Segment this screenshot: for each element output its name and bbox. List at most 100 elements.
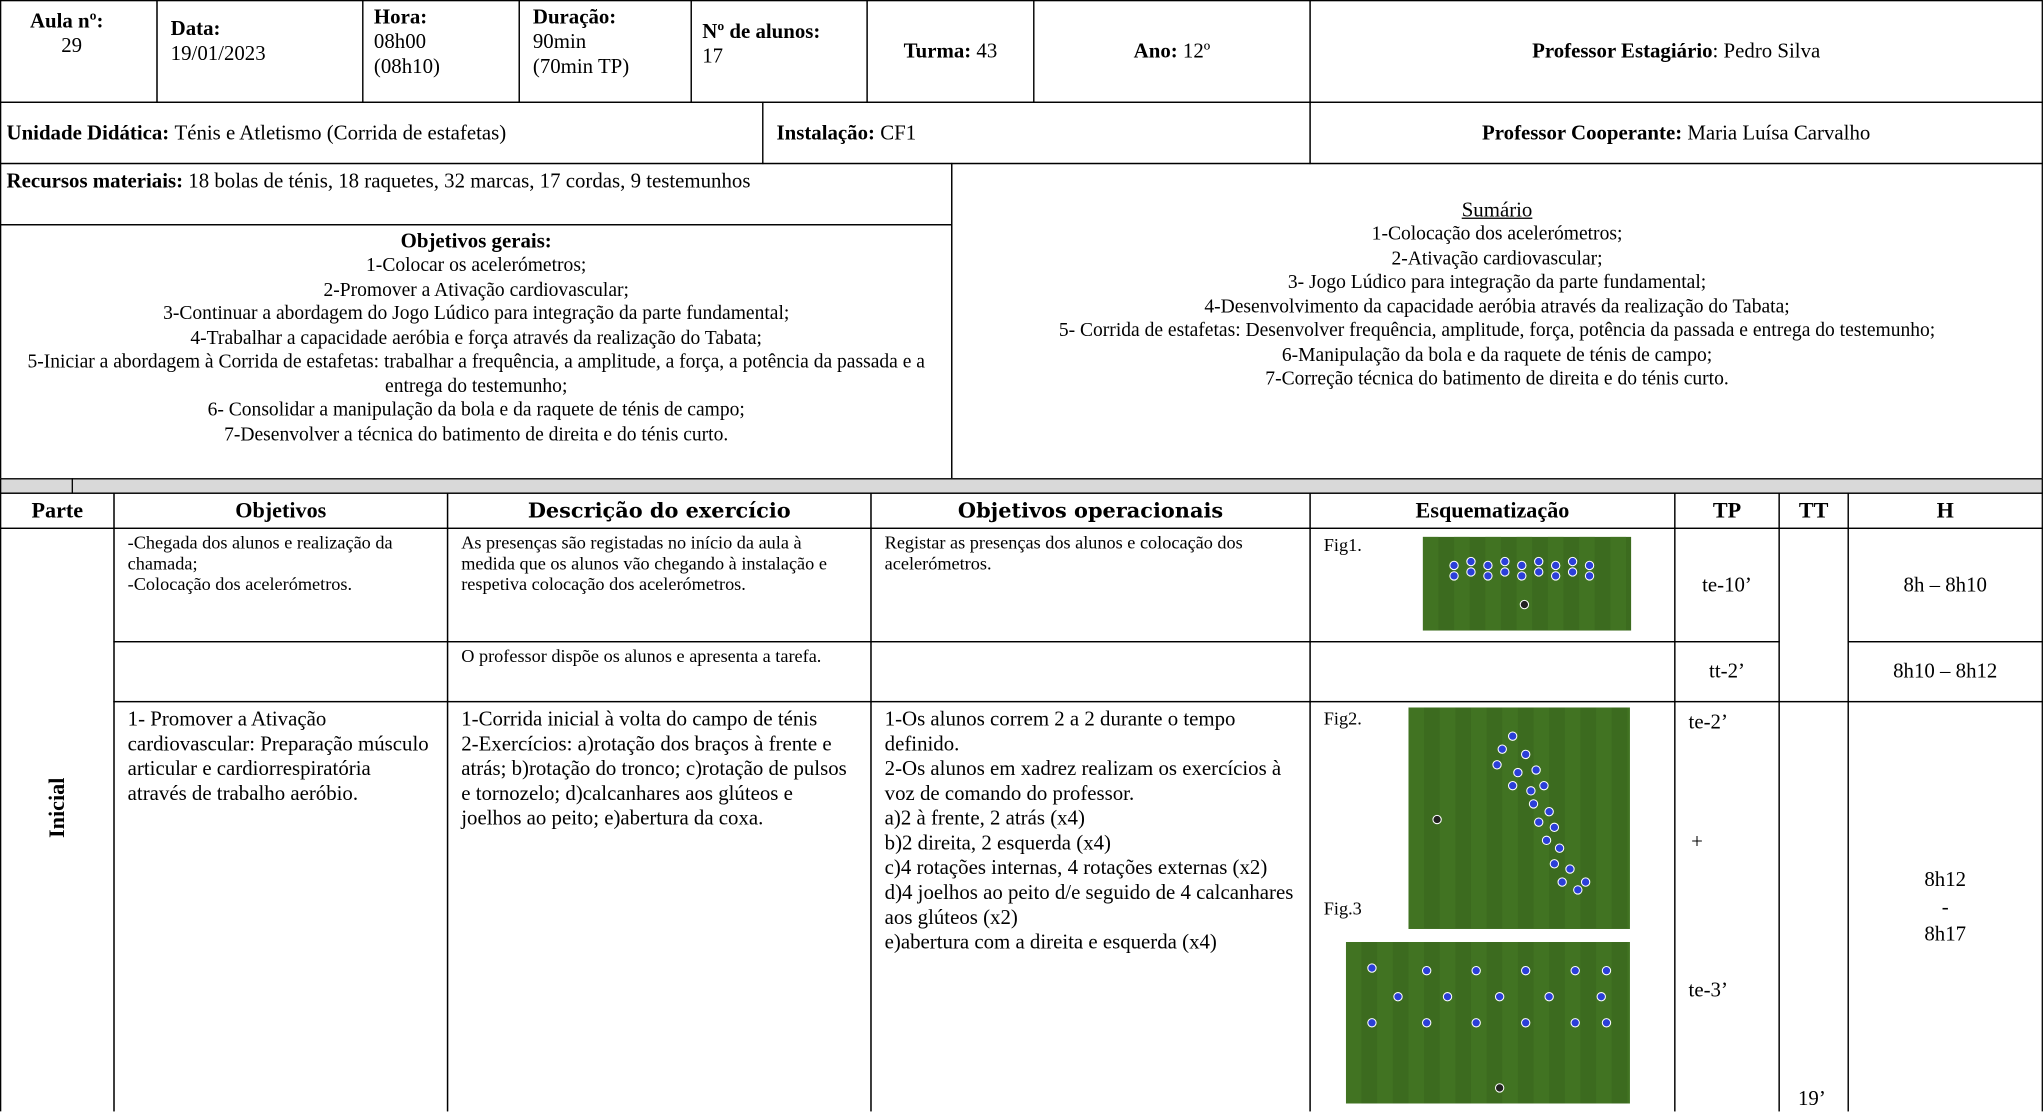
value: CF1 <box>880 122 917 145</box>
list: 1-Colocação dos acelerómetros; 2-Ativação… <box>1005 223 1990 392</box>
tp-value: te-2’ <box>1688 711 1728 734</box>
player <box>1471 965 1481 976</box>
text-line: 1-Os alunos correm 2 a 2 durante o tempo… <box>884 708 1236 756</box>
player <box>1421 1018 1432 1028</box>
field <box>1579 536 1595 631</box>
field <box>1485 536 1501 631</box>
professor-cooperante-cell: Professor Cooperante: Maria Luísa Carval… <box>1309 101 2043 165</box>
field <box>1408 707 1425 929</box>
field <box>1502 707 1518 929</box>
fig-label: Fig1. <box>1323 536 1362 557</box>
tp-value: tt-2’ <box>1709 660 1745 683</box>
text-line: (70min TP) <box>532 56 630 79</box>
text-line: 4-Desenvolvimento da capacidade aeróbia … <box>1204 296 1790 318</box>
player <box>1466 556 1476 567</box>
field <box>1547 536 1564 631</box>
value: 18 bolas de ténis, 18 raquetes, 32 marca… <box>188 170 751 193</box>
field <box>1564 707 1581 929</box>
descricao: O professor dispõe os alunos e apresenta… <box>446 641 872 703</box>
player <box>1580 877 1591 887</box>
fig-label: Fig.3 <box>1323 900 1362 920</box>
text-line: e)abertura com a direita e esquerda (x4) <box>884 931 1217 954</box>
fig2-image <box>1408 707 1630 929</box>
player <box>1596 992 1606 1002</box>
tp: te-2’ + te-3’ <box>1674 700 1780 1112</box>
text-line: d)4 joelhos ao peito d/e seguido de 4 ca… <box>884 882 1294 929</box>
aula-cell: Aula nº: 29 <box>0 0 158 103</box>
player <box>1442 992 1453 1002</box>
player <box>1550 571 1561 581</box>
separator <box>0 478 2043 494</box>
fig3-image <box>1345 941 1630 1104</box>
player <box>1570 965 1580 976</box>
fig-label: Fig2. <box>1323 710 1362 730</box>
player <box>1421 965 1432 976</box>
esquema: Fig1. <box>1309 527 1676 643</box>
player <box>1549 859 1560 869</box>
text-line: 1-Colocação dos acelerómetros; <box>1371 224 1623 245</box>
h: 8h – 8h10 <box>1847 527 2043 643</box>
label: Unidade Didática: <box>6 122 170 145</box>
th: Descrição do exercício <box>446 492 872 529</box>
objetivos-gerais-cell: Objetivos gerais: 1-Colocar os aceleróme… <box>0 224 953 480</box>
player <box>1483 560 1493 571</box>
tp: tt-2’ <box>1674 641 1780 703</box>
field <box>1596 707 1612 929</box>
player <box>1526 786 1536 796</box>
player <box>1584 560 1595 571</box>
text-line: O professor dispõe os alunos e apresenta… <box>461 647 822 668</box>
professor-estagiario-cell: Professor Estagiário: Pedro Silva <box>1309 0 2043 103</box>
separator-tick <box>71 478 73 493</box>
duracao-cell: Duração: 90min (70min TP) <box>518 0 692 103</box>
player <box>1500 567 1510 577</box>
tp-value: + <box>1691 831 1703 854</box>
player <box>1539 780 1549 791</box>
player <box>1601 1018 1612 1028</box>
player <box>1507 780 1518 791</box>
field <box>1627 941 1630 1104</box>
text-line: -Colocação dos acelerómetros. <box>127 575 353 596</box>
player <box>1544 992 1554 1002</box>
text-line: 2-Ativação cardiovascular; <box>1391 248 1603 270</box>
fig1-image <box>1422 536 1632 631</box>
field <box>1422 536 1439 631</box>
player <box>1550 560 1561 571</box>
text-line: 1-Corrida inicial à volta do campo de té… <box>461 708 818 731</box>
player <box>1500 556 1510 567</box>
th: Parte <box>0 492 115 529</box>
player <box>1534 567 1544 577</box>
h-value: 8h12 - 8h17 <box>1924 866 1966 948</box>
field <box>1516 536 1533 631</box>
player <box>1513 767 1523 778</box>
recursos-cell: Recursos materiais: 18 bolas de ténis, 1… <box>0 162 953 226</box>
field <box>1439 707 1456 929</box>
player <box>1567 567 1578 577</box>
text-line: 6-Manipulação da bola e da raquete de té… <box>1281 344 1713 366</box>
player <box>1554 843 1565 853</box>
text-line: 1- Promover a Ativação cardiovascular: P… <box>127 708 429 806</box>
text-line: 4-Trabalhar a capacidade aeróbia e força… <box>190 327 762 349</box>
esquema <box>1309 641 1676 703</box>
value: 90min (70min TP) <box>533 30 678 80</box>
field <box>1439 941 1456 1104</box>
th: TP <box>1674 492 1780 529</box>
player <box>1601 965 1612 976</box>
instalacao-cell: Instalação: CF1 <box>762 101 1311 165</box>
player <box>1519 599 1530 610</box>
text-line: 5- Corrida de estafetas: Desenvolver fre… <box>1058 320 1936 342</box>
text-line: 08h00 <box>373 31 427 54</box>
text-line: 90min <box>532 31 587 54</box>
player <box>1466 567 1476 577</box>
field <box>1377 941 1393 1104</box>
player <box>1449 560 1459 571</box>
h: 8h12 - 8h17 <box>1847 700 2043 1112</box>
unidade-cell: Unidade Didática: Ténis e Atletismo (Cor… <box>0 101 764 165</box>
data-cell: Data: 19/01/2023 <box>156 0 364 103</box>
value: Maria Luísa Carvalho <box>1687 121 1871 144</box>
value: 17 <box>702 45 724 68</box>
turma-cell: Turma: 43 <box>866 0 1035 103</box>
text-line: 6- Consolidar a manipulação da bola e da… <box>207 399 745 421</box>
player <box>1534 817 1544 827</box>
player <box>1483 571 1493 581</box>
